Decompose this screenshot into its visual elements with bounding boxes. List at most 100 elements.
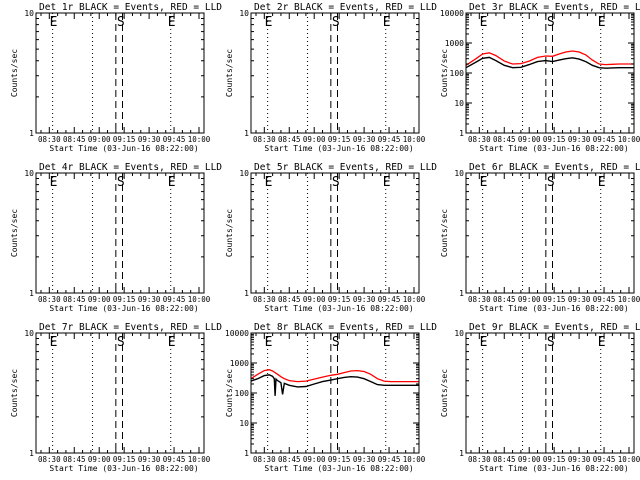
x-axis-label: Start Time (03-Jun-16 08:22:00) xyxy=(264,144,413,153)
x-tick-label: 08:30 xyxy=(253,455,276,464)
x-tick-label: 08:45 xyxy=(493,295,516,304)
x-tick-label: 09:00 xyxy=(88,295,111,304)
marker-letter: E xyxy=(265,335,273,350)
x-tick-label: 08:45 xyxy=(278,135,301,144)
y-tick-label: 1 xyxy=(29,449,34,458)
panel-title: Det 9r BLACK = Events, RED = LLD xyxy=(469,322,640,333)
x-tick-label: 08:30 xyxy=(38,455,61,464)
panel-7: Det 7r BLACK = Events, RED = LLD E S E 1 10 08… xyxy=(10,322,222,473)
x-tick-label: 09:30 xyxy=(568,135,591,144)
x-tick-label: 09:45 xyxy=(593,295,616,304)
x-tick-label: 09:00 xyxy=(518,135,541,144)
panel-9: Det 9r BLACK = Events, RED = LLD E S E 1 10 08… xyxy=(440,322,640,473)
marker-letter: E xyxy=(598,175,606,190)
marker-letter: S xyxy=(332,15,340,30)
x-tick-label: 09:00 xyxy=(303,295,326,304)
x-tick-label: 09:45 xyxy=(378,295,401,304)
panel-3: Det 3r BLACK = Events, RED = LLD E S E 1 10 10… xyxy=(440,2,640,153)
y-axis-label: Counts/sec xyxy=(10,49,19,97)
panel-8: Det 8r BLACK = Events, RED = LLD E S E 1 10 10… xyxy=(225,322,437,473)
x-tick-label: 09:30 xyxy=(353,455,376,464)
x-axis-label: Start Time (03-Jun-16 08:22:00) xyxy=(479,464,628,473)
plot-frame xyxy=(465,12,635,134)
x-axis-label: Start Time (03-Jun-16 08:22:00) xyxy=(479,304,628,313)
plot-frame xyxy=(250,332,420,454)
marker-letter: E xyxy=(168,15,176,30)
y-axis-label: Counts/sec xyxy=(225,369,234,417)
plot-frame xyxy=(250,172,420,294)
y-tick-label: 10000 xyxy=(225,329,249,338)
y-tick-label: 1 xyxy=(459,449,464,458)
x-tick-label: 09:15 xyxy=(328,455,351,464)
y-axis-label: Counts/sec xyxy=(440,209,449,257)
panel-6: Det 6r BLACK = Events, RED = LLD E S E 1 10 08… xyxy=(440,162,640,313)
marker-letter: S xyxy=(117,15,125,30)
plot-frame xyxy=(250,12,420,134)
y-tick-label: 10 xyxy=(24,169,34,178)
marker-letter: E xyxy=(168,335,176,350)
x-tick-label: 10:00 xyxy=(403,455,426,464)
y-tick-label: 10 xyxy=(239,169,249,178)
y-axis-label: Counts/sec xyxy=(10,369,19,417)
x-tick-label: 08:45 xyxy=(278,295,301,304)
x-tick-label: 09:30 xyxy=(568,295,591,304)
y-axis-label: Counts/sec xyxy=(440,49,449,97)
x-tick-label: 09:00 xyxy=(303,455,326,464)
x-tick-label: 08:45 xyxy=(63,455,86,464)
x-tick-label: 08:45 xyxy=(63,295,86,304)
events-line xyxy=(465,56,634,69)
marker-letter: E xyxy=(50,175,58,190)
panel-4: Det 4r BLACK = Events, RED = LLD E S E 1 10 08… xyxy=(10,162,222,313)
x-tick-label: 09:15 xyxy=(328,135,351,144)
marker-letter: S xyxy=(117,335,125,350)
x-axis-label: Start Time (03-Jun-16 08:22:00) xyxy=(264,464,413,473)
x-tick-label: 09:30 xyxy=(138,135,161,144)
x-tick-label: 10:00 xyxy=(618,135,640,144)
x-tick-label: 09:45 xyxy=(593,135,616,144)
x-tick-label: 09:00 xyxy=(518,295,541,304)
x-tick-label: 09:15 xyxy=(113,295,136,304)
marker-letter: S xyxy=(547,335,555,350)
panel-title: Det 6r BLACK = Events, RED = LLD xyxy=(469,162,640,173)
x-tick-label: 09:30 xyxy=(568,455,591,464)
x-tick-label: 09:00 xyxy=(88,135,111,144)
panel-title: Det 2r BLACK = Events, RED = LLD xyxy=(254,2,437,13)
y-tick-label: 1 xyxy=(244,129,249,138)
x-tick-label: 10:00 xyxy=(403,295,426,304)
y-tick-label: 10 xyxy=(24,329,34,338)
x-tick-label: 10:00 xyxy=(618,455,640,464)
x-tick-label: 08:30 xyxy=(253,135,276,144)
y-tick-label: 1 xyxy=(244,289,249,298)
x-tick-label: 08:45 xyxy=(493,455,516,464)
y-tick-label: 10 xyxy=(454,99,464,108)
x-tick-label: 09:45 xyxy=(378,135,401,144)
x-tick-label: 09:15 xyxy=(328,295,351,304)
x-tick-label: 09:30 xyxy=(138,455,161,464)
x-tick-label: 10:00 xyxy=(188,455,211,464)
x-tick-label: 08:45 xyxy=(493,135,516,144)
x-tick-label: 09:15 xyxy=(113,135,136,144)
y-tick-label: 10000 xyxy=(440,9,464,18)
y-axis-label: Counts/sec xyxy=(225,49,234,97)
y-tick-label: 1 xyxy=(459,289,464,298)
x-axis-label: Start Time (03-Jun-16 08:22:00) xyxy=(49,464,198,473)
marker-letter: E xyxy=(480,335,488,350)
panel-5: Det 5r BLACK = Events, RED = LLD E S E 1 10 08… xyxy=(225,162,437,313)
x-tick-label: 10:00 xyxy=(188,295,211,304)
x-tick-label: 08:45 xyxy=(278,455,301,464)
y-tick-label: 100 xyxy=(450,69,465,78)
marker-letter: S xyxy=(117,175,125,190)
marker-letter: E xyxy=(480,175,488,190)
x-axis-label: Start Time (03-Jun-16 08:22:00) xyxy=(479,144,628,153)
y-tick-label: 1 xyxy=(459,129,464,138)
marker-letter: E xyxy=(383,15,391,30)
x-tick-label: 10:00 xyxy=(403,135,426,144)
x-tick-label: 08:45 xyxy=(63,135,86,144)
x-tick-label: 09:45 xyxy=(593,455,616,464)
x-tick-label: 09:30 xyxy=(138,295,161,304)
marker-letter: E xyxy=(383,175,391,190)
panel-title: Det 7r BLACK = Events, RED = LLD xyxy=(39,322,222,333)
plot-frame xyxy=(35,332,205,454)
panel-title: Det 1r BLACK = Events, RED = LLD xyxy=(39,2,222,13)
